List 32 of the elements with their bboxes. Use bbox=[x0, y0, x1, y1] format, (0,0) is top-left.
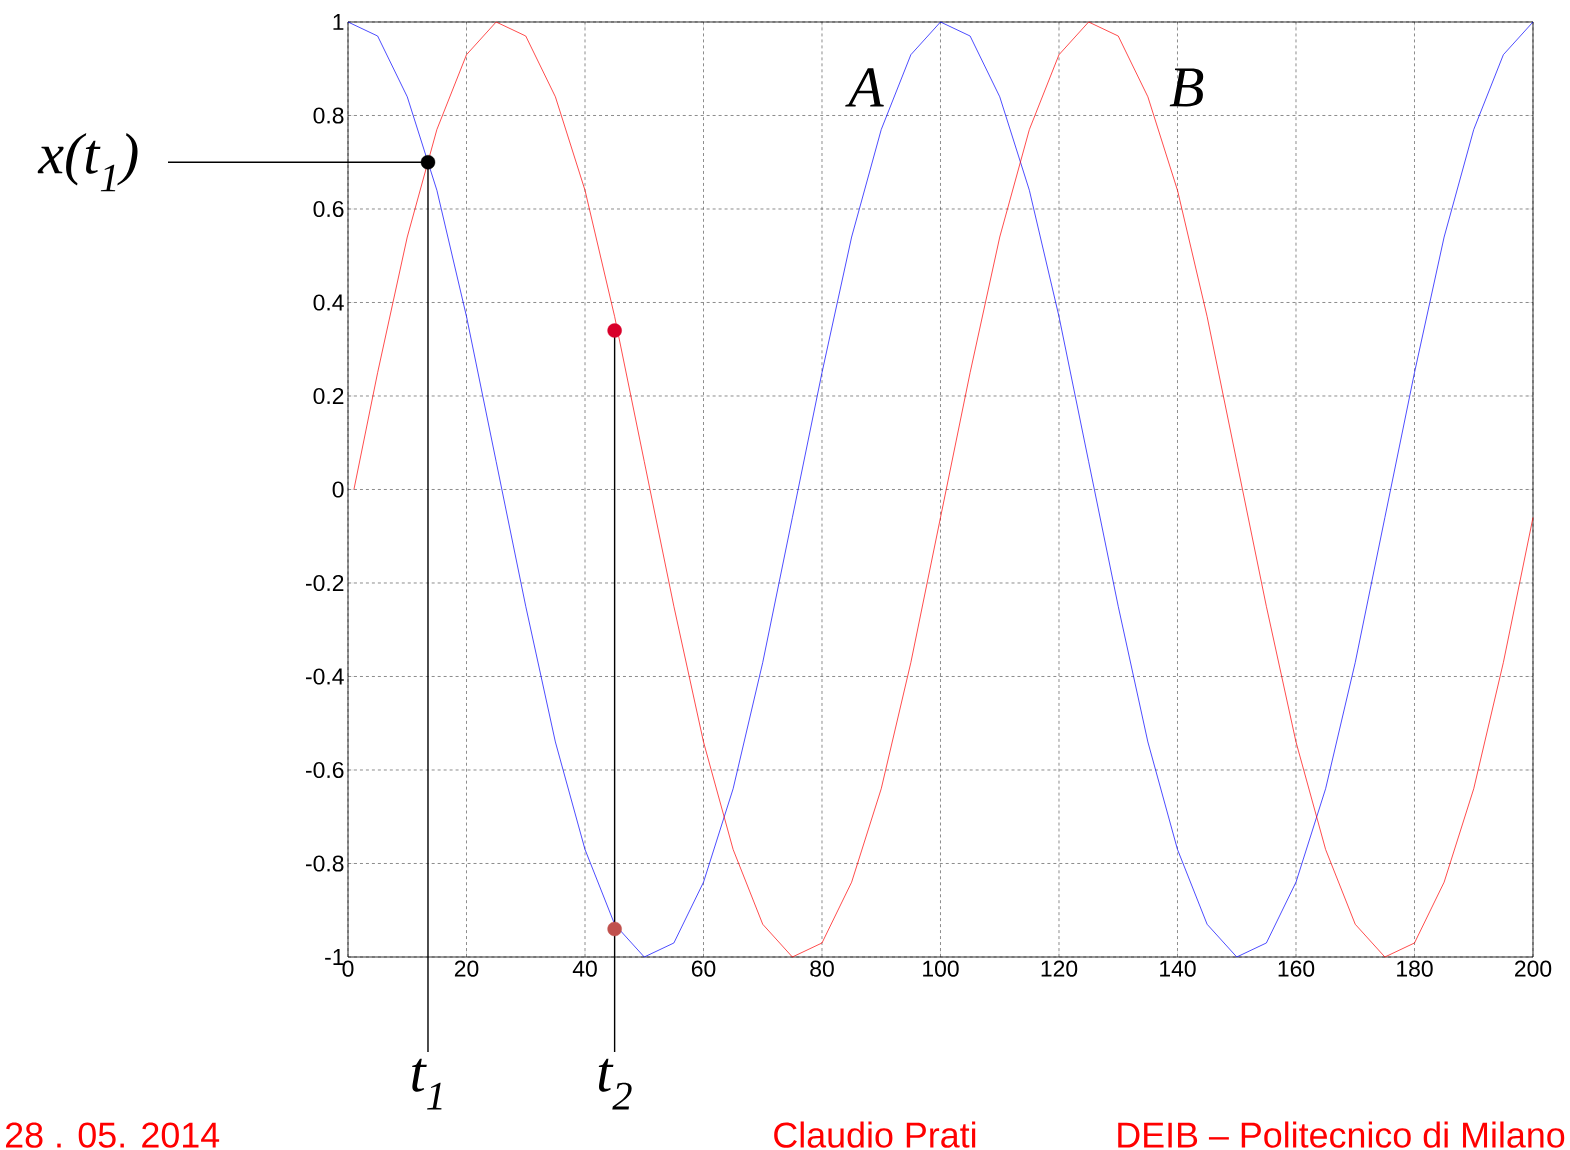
y-tick-label: -0.6 bbox=[306, 761, 344, 779]
annotation: t$_{1}$ bbox=[412, 1058, 442, 1110]
y-tick-label: 0.4 bbox=[313, 294, 344, 311]
x-tick-label: 60 bbox=[691, 960, 716, 977]
text: 28 . 05. 2014 bbox=[6, 1122, 220, 1148]
annotation: t$_{2}$ bbox=[598, 1058, 632, 1110]
series-label: A bbox=[845, 68, 884, 107]
series-label: B bbox=[1169, 68, 1204, 107]
y-tick-label: 0.8 bbox=[313, 107, 344, 124]
x-tick-label: 40 bbox=[572, 960, 597, 977]
x-tick-label: 180 bbox=[1397, 960, 1433, 977]
y-tick-label: 1 bbox=[333, 14, 344, 30]
point bbox=[607, 921, 622, 937]
text: DEIB – Politecnico di Milano bbox=[1118, 1121, 1565, 1148]
y-tick-label: 0 bbox=[332, 481, 344, 498]
text: Claudio Prati bbox=[774, 1121, 976, 1148]
y-tick-label: 0.6 bbox=[313, 200, 344, 218]
y-tick-label: 0.2 bbox=[313, 387, 344, 405]
text: x(t$_{1}$) bbox=[37, 133, 138, 192]
x-tick-label: 100 bbox=[923, 960, 959, 977]
x-tick-label: 80 bbox=[810, 960, 834, 977]
y-tick-label: -0.2 bbox=[306, 574, 344, 592]
y-tick-label: -0.8 bbox=[306, 855, 344, 872]
x-tick-label: 140 bbox=[1160, 960, 1196, 977]
x-tick-label: 120 bbox=[1041, 960, 1078, 977]
x-tick-label: 160 bbox=[1278, 960, 1315, 977]
x-tick-label: 20 bbox=[454, 960, 479, 977]
point bbox=[420, 155, 436, 170]
x-tick-label: 200 bbox=[1515, 960, 1552, 977]
y-tick-label: -0.4 bbox=[306, 668, 344, 685]
y-tick-label: -1 bbox=[325, 949, 344, 965]
point bbox=[607, 323, 622, 338]
